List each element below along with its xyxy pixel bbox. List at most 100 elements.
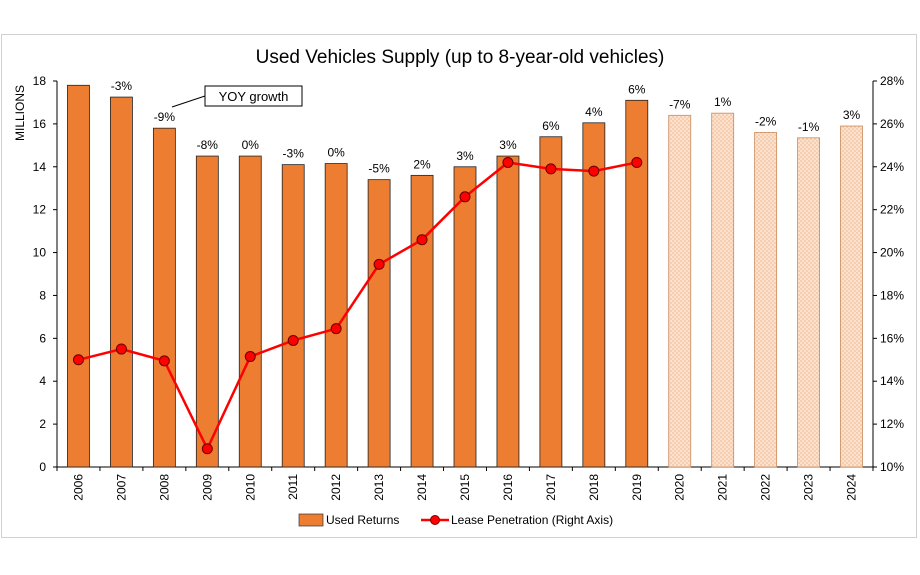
data-label-2014: 2% xyxy=(413,157,431,171)
chart-title: Used Vehicles Supply (up to 8-year-old v… xyxy=(256,47,665,68)
data-label-2010: 0% xyxy=(242,138,260,152)
y-tick-label: 0 xyxy=(39,460,46,474)
bar-2009 xyxy=(195,155,219,468)
bar-2015 xyxy=(453,166,477,468)
lease-point-2018 xyxy=(588,165,600,177)
x-tick-label: 2016 xyxy=(501,474,515,501)
annotation-text: YOY growth xyxy=(219,89,289,104)
x-tick-label: 2014 xyxy=(415,474,429,501)
data-label-2021: 1% xyxy=(714,95,732,109)
data-label-2022: -2% xyxy=(755,114,777,128)
legend-label-used-returns: Used Returns xyxy=(326,513,399,527)
x-tick-label: 2024 xyxy=(845,474,859,501)
data-label-2017: 6% xyxy=(542,119,560,133)
data-label-2008: -9% xyxy=(154,110,176,124)
lease-penetration-line xyxy=(78,161,638,452)
y2-tick-label: 18% xyxy=(880,288,904,302)
lease-point-2014 xyxy=(416,234,428,246)
data-label-2016: 3% xyxy=(499,138,517,152)
y2-tick-label: 28% xyxy=(880,74,904,88)
lease-point-2017 xyxy=(545,163,557,175)
y2-tick-label: 26% xyxy=(880,117,904,131)
bar-2022 xyxy=(754,132,778,468)
bar-2011 xyxy=(281,164,305,468)
y2-tick-label: 10% xyxy=(880,460,904,474)
data-label-2024: 3% xyxy=(843,108,861,122)
bar-2014 xyxy=(410,174,434,468)
x-tick-label: 2007 xyxy=(114,474,128,501)
lease-point-2012 xyxy=(330,323,342,335)
x-tick-label: 2019 xyxy=(630,474,644,501)
y-tick-label: 4 xyxy=(39,374,46,388)
bar-2017 xyxy=(539,136,563,468)
bar-2024 xyxy=(840,125,863,468)
y-tick-label: 8 xyxy=(39,288,46,302)
x-tick-label: 2023 xyxy=(802,474,816,501)
chart-frame xyxy=(1,34,917,538)
x-tick-label: 2021 xyxy=(716,474,730,501)
data-label-2020: -7% xyxy=(669,97,691,111)
lease-point-2006 xyxy=(72,354,84,366)
bar-2019 xyxy=(625,99,649,468)
lease-point-2013 xyxy=(373,258,385,270)
bar-2018 xyxy=(582,122,606,468)
x-tick-label: 2022 xyxy=(759,474,773,501)
bar-2006 xyxy=(67,84,90,468)
lease-point-2016 xyxy=(502,156,514,168)
x-tick-label: 2010 xyxy=(243,474,257,501)
y-tick-label: 12 xyxy=(33,203,47,217)
x-tick-label: 2018 xyxy=(587,474,601,501)
x-tick-label: 2017 xyxy=(544,474,558,501)
y2-tick-label: 12% xyxy=(880,417,904,431)
x-tick-label: 2006 xyxy=(71,474,85,501)
legend-swatch-used-returns xyxy=(298,513,324,527)
y2-tick-label: 16% xyxy=(880,331,904,345)
bar-2010 xyxy=(238,155,262,468)
bar-2012 xyxy=(324,163,348,468)
data-label-2011: -3% xyxy=(283,147,305,161)
annotation-box xyxy=(204,85,303,107)
y-tick-label: 14 xyxy=(33,160,47,174)
lease-point-2007 xyxy=(115,343,127,355)
bar-2023 xyxy=(797,137,820,468)
data-label-2019: 6% xyxy=(628,82,646,96)
data-label-2023: -1% xyxy=(798,120,820,134)
y2-tick-label: 20% xyxy=(880,246,904,260)
bar-2020 xyxy=(668,114,692,468)
legend-label-lease-penetration: Lease Penetration (Right Axis) xyxy=(451,513,613,527)
bar-2008 xyxy=(152,127,176,468)
data-label-2007: -3% xyxy=(111,79,133,93)
bar-2007 xyxy=(110,96,133,468)
lease-point-2019 xyxy=(631,156,643,168)
y2-tick-label: 22% xyxy=(880,203,904,217)
lease-point-2011 xyxy=(287,334,299,346)
lease-point-2010 xyxy=(244,351,256,363)
y-tick-label: 16 xyxy=(33,117,47,131)
y-tick-label: 6 xyxy=(39,331,46,345)
legend-marker-lease-penetration xyxy=(430,515,440,525)
data-label-2012: 0% xyxy=(327,146,345,160)
x-tick-label: 2009 xyxy=(200,474,214,501)
x-tick-label: 2012 xyxy=(329,474,343,501)
y-tick-label: 18 xyxy=(33,74,47,88)
bar-2013 xyxy=(367,179,391,468)
y2-tick-label: 14% xyxy=(880,374,904,388)
lease-point-2008 xyxy=(158,355,170,367)
y-tick-label: 2 xyxy=(39,417,46,431)
bar-2021 xyxy=(711,112,735,468)
x-tick-label: 2013 xyxy=(372,474,386,501)
x-tick-label: 2008 xyxy=(157,474,171,501)
data-label-2013: -5% xyxy=(368,162,390,176)
data-label-2015: 3% xyxy=(456,149,474,163)
y-tick-label: 10 xyxy=(33,246,47,260)
lease-point-2009 xyxy=(201,443,213,455)
x-tick-label: 2015 xyxy=(458,474,472,501)
annotation-leader-line xyxy=(171,95,206,108)
y-axis-label: MILLIONS xyxy=(13,85,27,141)
bar-2016 xyxy=(496,155,520,468)
y2-tick-label: 24% xyxy=(880,160,904,174)
x-tick-label: 2020 xyxy=(673,474,687,501)
data-label-2018: 4% xyxy=(585,105,603,119)
lease-point-2015 xyxy=(459,191,471,203)
